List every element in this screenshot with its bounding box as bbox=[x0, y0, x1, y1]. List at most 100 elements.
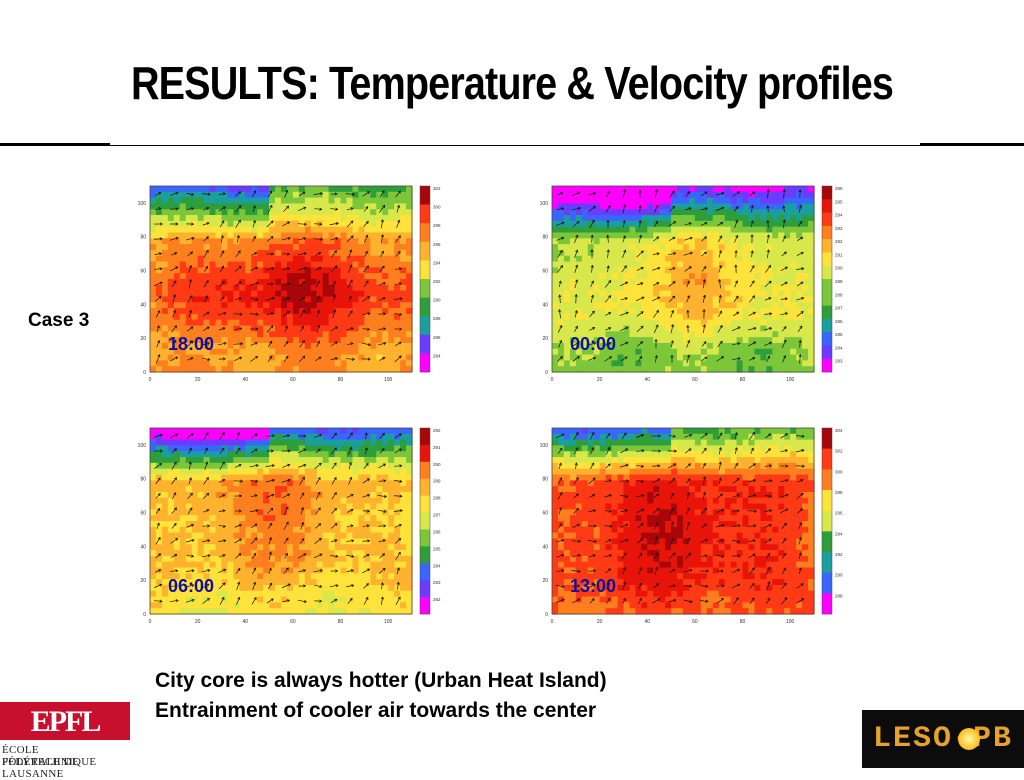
colorbar-swatch bbox=[822, 552, 832, 573]
x-tick-label: 100 bbox=[384, 619, 393, 625]
colorbar-swatch bbox=[420, 462, 430, 479]
colorbar-label: 288 bbox=[433, 496, 441, 501]
colorbar-label: 300 bbox=[433, 205, 441, 210]
sun-icon bbox=[958, 728, 980, 750]
colorbar-label: 290 bbox=[835, 573, 843, 578]
colorbar-label: 284 bbox=[433, 353, 441, 358]
y-tick-label: 20 bbox=[542, 578, 548, 584]
colorbar-label: 292 bbox=[835, 552, 843, 557]
colorbar-swatch bbox=[420, 563, 430, 580]
colorbar-label: 300 bbox=[835, 469, 843, 474]
epfl-logo: EPFL ÉCOLE POLYTECHNIQUE FÉDÉRALE DE LAU… bbox=[0, 702, 130, 768]
colorbar-swatch bbox=[420, 242, 430, 261]
time-label: 13:00 bbox=[570, 576, 616, 596]
x-tick-label: 80 bbox=[740, 619, 746, 625]
colorbar-label: 296 bbox=[835, 511, 843, 516]
colorbar-label: 287 bbox=[835, 306, 843, 311]
x-tick-label: 100 bbox=[786, 619, 795, 625]
leso-pb-logo: LESO-PB bbox=[862, 710, 1024, 768]
colorbar-swatch bbox=[822, 319, 832, 333]
colorbar-swatch bbox=[420, 186, 430, 205]
y-tick-label: 20 bbox=[542, 336, 548, 342]
x-tick-label: 100 bbox=[384, 377, 393, 383]
colorbar-swatch bbox=[822, 359, 832, 373]
colorbar-label: 285 bbox=[835, 332, 843, 337]
time-label: 00:00 bbox=[570, 334, 616, 354]
colorbar-label: 284 bbox=[835, 345, 843, 350]
colorbar-swatch bbox=[420, 580, 430, 597]
colorbar-label: 291 bbox=[835, 252, 843, 257]
y-tick-label: 100 bbox=[138, 443, 147, 449]
colorbar-swatch bbox=[822, 252, 832, 266]
y-tick-label: 40 bbox=[140, 302, 146, 308]
colorbar-swatch bbox=[420, 496, 430, 513]
colorbar-label: 292 bbox=[433, 279, 441, 284]
y-tick-label: 40 bbox=[542, 544, 548, 550]
colorbar-swatch bbox=[822, 199, 832, 213]
colorbar-label: 289 bbox=[835, 279, 843, 284]
colorbar-label: 290 bbox=[433, 298, 441, 303]
colorbar-label: 288 bbox=[835, 593, 843, 598]
x-tick-label: 40 bbox=[242, 619, 248, 625]
colorbar-label: 292 bbox=[835, 239, 843, 244]
colorbar-swatch bbox=[822, 469, 832, 490]
x-tick-label: 20 bbox=[195, 377, 201, 383]
time-label: 18:00 bbox=[168, 334, 214, 354]
colorbar-label: 294 bbox=[835, 213, 843, 218]
colorbar-label: 286 bbox=[433, 335, 441, 340]
colorbar-swatch bbox=[420, 445, 430, 462]
colorbar-swatch bbox=[822, 292, 832, 306]
colorbar-swatch bbox=[822, 306, 832, 320]
colorbar-swatch bbox=[420, 335, 430, 354]
colorbar-label: 286 bbox=[433, 529, 441, 534]
x-tick-label: 0 bbox=[551, 619, 554, 625]
colorbar-swatch bbox=[420, 479, 430, 496]
colorbar-swatch bbox=[420, 279, 430, 298]
y-tick-label: 20 bbox=[140, 578, 146, 584]
colorbar-swatch bbox=[822, 279, 832, 293]
x-tick-label: 60 bbox=[290, 377, 296, 383]
colorbar-label: 288 bbox=[835, 292, 843, 297]
colorbar-label: 293 bbox=[835, 226, 843, 231]
x-tick-label: 80 bbox=[740, 377, 746, 383]
epfl-logo-mark: EPFL bbox=[8, 705, 122, 739]
time-label: 06:00 bbox=[168, 576, 214, 596]
colorbar-swatch bbox=[420, 353, 430, 372]
page-title: RESULTS: Temperature & Velocity profiles bbox=[72, 60, 953, 106]
epfl-logo-line2: FÉDÉRALE DE LAUSANNE bbox=[2, 756, 130, 780]
y-tick-label: 80 bbox=[542, 477, 548, 483]
colorbar-swatch bbox=[420, 597, 430, 614]
y-tick-label: 0 bbox=[143, 612, 146, 618]
colorbar-swatch bbox=[822, 213, 832, 227]
colorbar-swatch bbox=[420, 223, 430, 242]
y-tick-label: 0 bbox=[545, 370, 548, 376]
colorbar-label: 302 bbox=[433, 186, 441, 191]
colorbar-swatch bbox=[420, 205, 430, 224]
colorbar-label: 291 bbox=[433, 445, 441, 450]
y-tick-label: 60 bbox=[542, 269, 548, 275]
colorbar-label: 304 bbox=[835, 428, 843, 433]
colorbar-swatch bbox=[420, 529, 430, 546]
y-tick-label: 40 bbox=[542, 302, 548, 308]
colorbar-label: 284 bbox=[433, 563, 441, 568]
colorbar-label: 288 bbox=[433, 316, 441, 321]
colorbar-swatch bbox=[420, 298, 430, 317]
colorbar-swatch bbox=[822, 266, 832, 280]
colorbar-swatch bbox=[822, 239, 832, 253]
colorbar-swatch bbox=[420, 260, 430, 279]
x-tick-label: 80 bbox=[338, 377, 344, 383]
colorbar-label: 290 bbox=[433, 462, 441, 467]
colorbar-label: 289 bbox=[433, 479, 441, 484]
finding-urban-heat-island: City core is always hotter (Urban Heat I… bbox=[155, 666, 607, 696]
y-tick-label: 80 bbox=[140, 235, 146, 241]
colorbar-label: 292 bbox=[433, 428, 441, 433]
colorbar-swatch bbox=[822, 573, 832, 594]
y-tick-label: 40 bbox=[140, 544, 146, 550]
y-tick-label: 60 bbox=[542, 511, 548, 517]
x-tick-label: 0 bbox=[551, 377, 554, 383]
colorbar-swatch bbox=[822, 531, 832, 552]
